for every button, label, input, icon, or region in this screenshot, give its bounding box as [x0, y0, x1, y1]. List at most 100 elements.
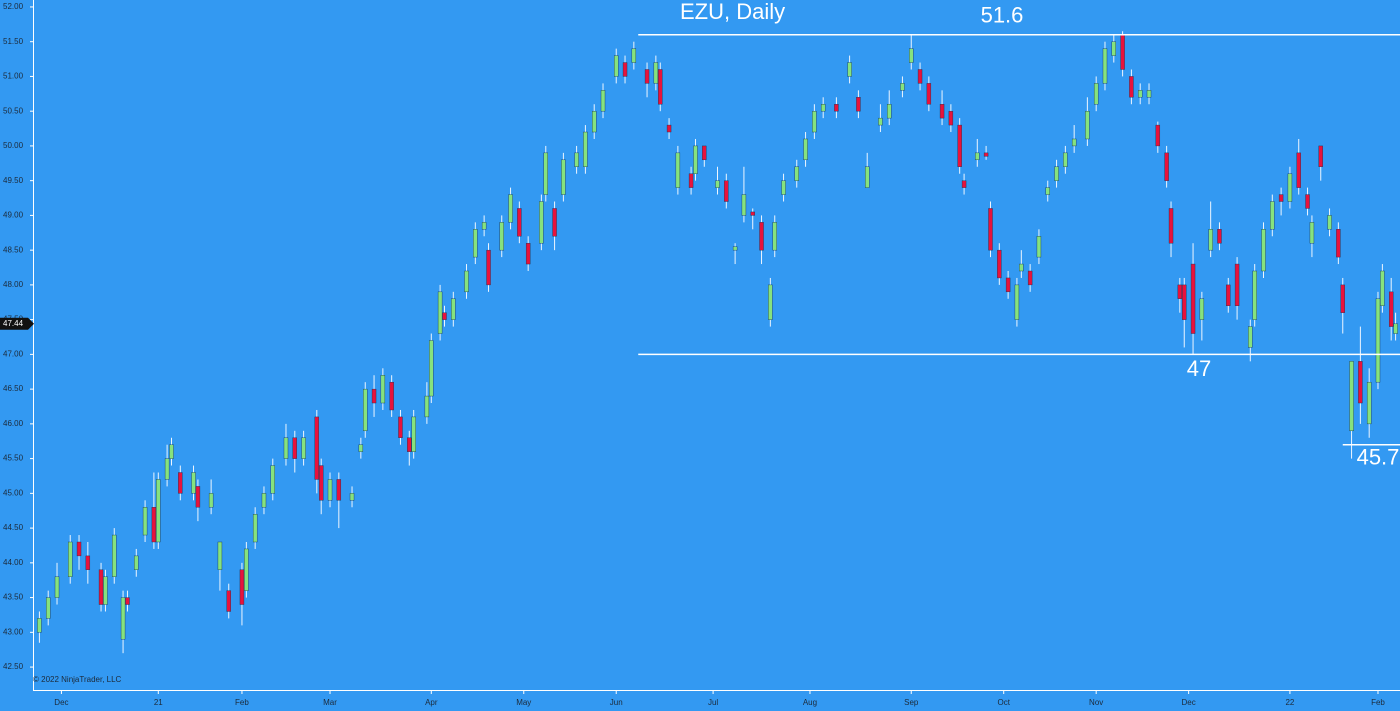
candle-body [85, 555, 91, 570]
candle-body [1027, 270, 1033, 286]
candle-body [917, 69, 923, 84]
candle-body [1085, 110, 1090, 140]
y-tick-label: 51.50 [3, 37, 24, 46]
candle-body [803, 138, 808, 161]
candle-body [957, 124, 962, 167]
x-tick-label: Jul [708, 698, 718, 707]
candle-body [371, 388, 377, 404]
last-price-tag [0, 317, 34, 330]
y-tick-label: 50.50 [3, 106, 24, 115]
x-tick-label: Feb [235, 698, 249, 707]
y-tick-label: 43.00 [3, 627, 24, 636]
x-tick-label: May [516, 698, 531, 707]
candle-body [847, 62, 852, 77]
level-label: 47 [1187, 356, 1211, 381]
candle-body [741, 194, 747, 216]
candle-body [583, 131, 588, 167]
candle-body [1190, 263, 1196, 334]
candle-body [336, 479, 342, 501]
candle-body [1111, 41, 1116, 56]
candle-body [191, 472, 196, 494]
y-tick-label: 44.00 [3, 558, 24, 567]
candle-body [481, 222, 487, 230]
candle-body [1208, 229, 1213, 251]
copyright: © 2022 NinjaTrader, LLC [33, 675, 122, 684]
candle-body [1336, 229, 1341, 258]
candle-body [856, 97, 861, 112]
candle-body [543, 152, 548, 195]
candle-body [1226, 284, 1231, 306]
candle-body [1296, 152, 1301, 188]
candle-body [389, 381, 394, 411]
candle-body [398, 416, 403, 438]
candle-body [486, 249, 491, 286]
candle-body [768, 284, 773, 320]
candle-body [614, 55, 619, 77]
x-tick-label: Sep [904, 698, 919, 707]
candle-body [539, 201, 544, 244]
candle-body [1168, 208, 1174, 244]
candle-body [658, 69, 663, 105]
candle-body [283, 437, 289, 459]
candle-body [508, 194, 513, 223]
candle-body [217, 541, 223, 570]
y-tick-label: 45.00 [3, 488, 24, 497]
last-price-label: 47.44 [3, 319, 24, 328]
candle-body [156, 479, 161, 543]
y-tick-label: 44.50 [3, 523, 24, 532]
candle-body [525, 243, 531, 265]
candle-body [1019, 263, 1024, 272]
candle-body [319, 465, 324, 501]
y-tick-label: 46.00 [3, 419, 24, 428]
candle-body [261, 493, 267, 508]
candle-body [437, 291, 443, 334]
x-tick-label: Jun [610, 698, 623, 707]
chart-title: EZU, Daily [680, 0, 785, 24]
candle-body [314, 416, 320, 480]
candle-body [1164, 152, 1169, 181]
candle-body [1182, 284, 1187, 320]
candle-body [983, 152, 989, 157]
candle-body [1278, 194, 1284, 202]
candle-body [424, 395, 430, 418]
candle-body [1102, 48, 1108, 84]
candle-body [1120, 34, 1125, 70]
candle-body [301, 437, 306, 459]
y-tick-label: 43.50 [3, 593, 24, 602]
y-tick-label: 42.50 [3, 662, 24, 671]
y-tick-label: 45.50 [3, 454, 24, 463]
candle-body [226, 590, 231, 612]
y-tick-label: 47.00 [3, 349, 24, 358]
candle-body [1318, 145, 1323, 167]
candle-body [865, 166, 870, 188]
candle-body [1199, 298, 1205, 320]
candle-body [358, 444, 364, 452]
candle-body [46, 597, 51, 619]
x-tick-label: 22 [1285, 698, 1294, 707]
candle-body [688, 173, 694, 188]
x-tick-label: Apr [425, 698, 438, 707]
candle-body [653, 62, 659, 84]
candle-body [1071, 138, 1077, 147]
candle-body [442, 312, 447, 320]
candle-body [781, 180, 786, 195]
candle-body [1388, 291, 1394, 327]
candle-body [948, 110, 954, 126]
candle-body [1270, 201, 1275, 230]
candle-body [327, 479, 333, 501]
x-tick-label: Nov [1089, 698, 1103, 707]
x-tick-label: Dec [54, 698, 68, 707]
candle-body [574, 152, 579, 167]
candle-body [151, 507, 157, 543]
candle-body [1063, 152, 1068, 167]
candle-body [112, 534, 117, 577]
candle-body [380, 375, 386, 404]
candle-body [592, 110, 597, 133]
candle-body [411, 416, 416, 452]
level-label: 51.6 [981, 3, 1024, 28]
candle-body [939, 104, 945, 119]
candle-body [1014, 284, 1020, 320]
candle-body [1380, 270, 1385, 306]
